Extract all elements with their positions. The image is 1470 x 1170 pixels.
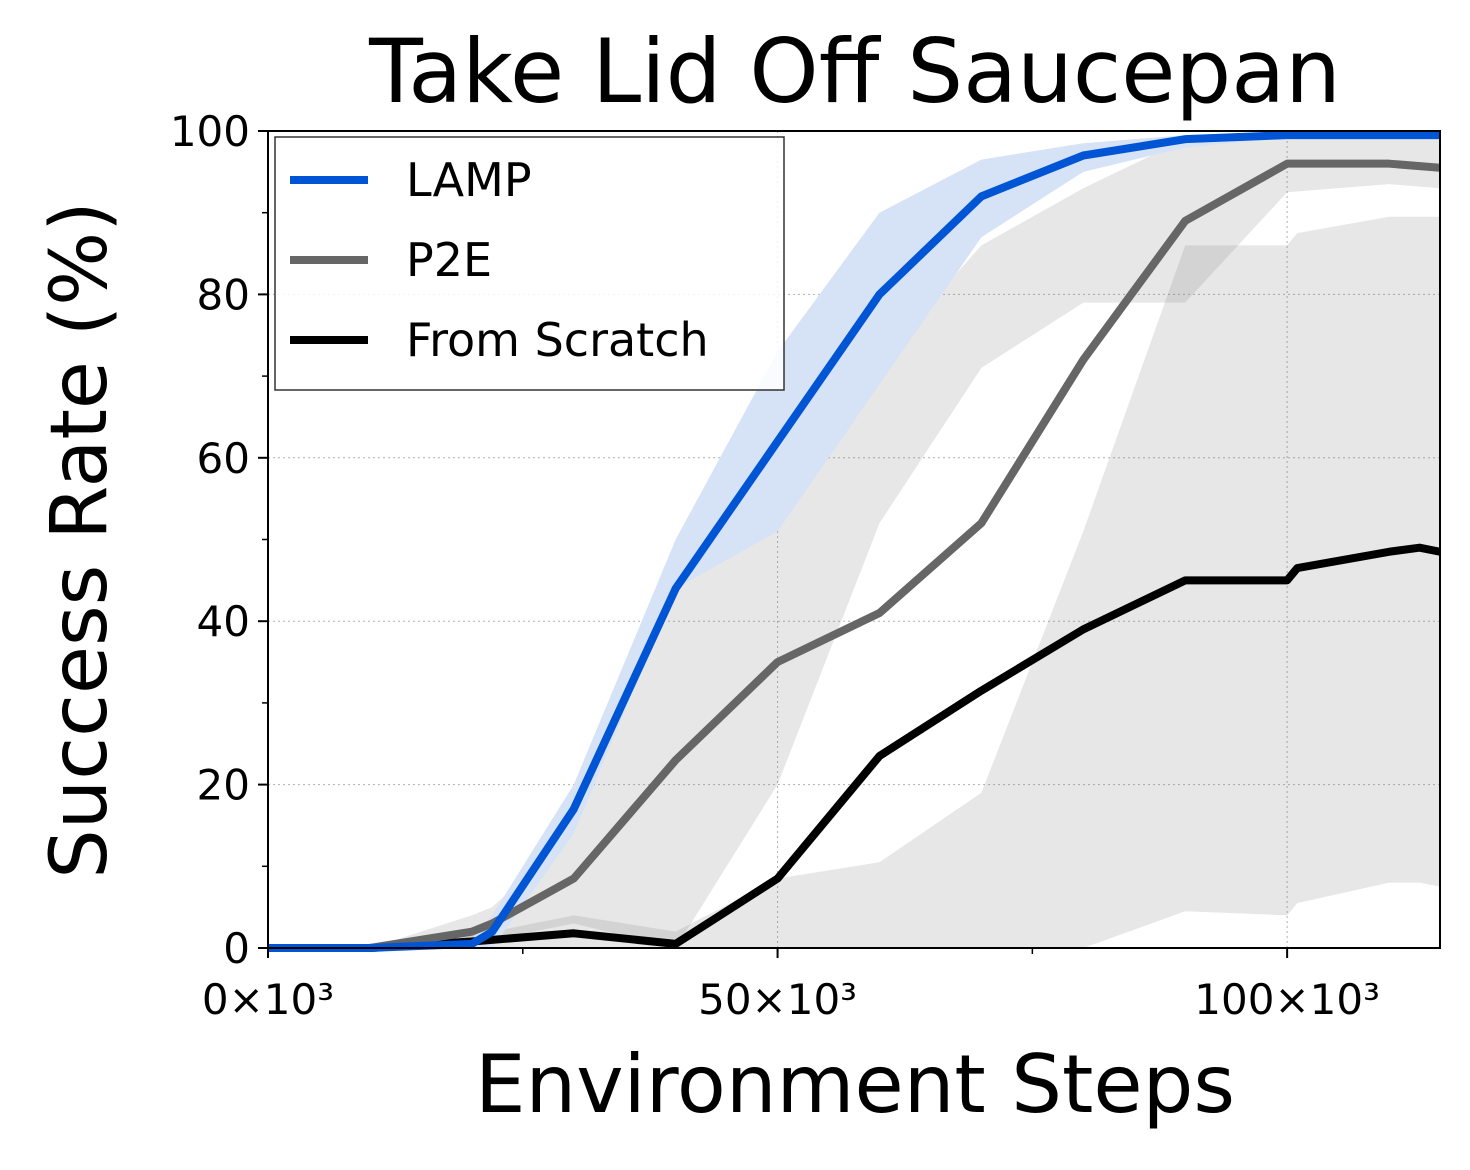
y-tick-label: 0 xyxy=(223,924,250,973)
legend: LAMP P2E From Scratch xyxy=(274,136,785,391)
series-lines xyxy=(268,131,1441,952)
series-line-from-scratch xyxy=(268,543,1441,952)
series-line-lamp xyxy=(268,131,1440,952)
band-from-scratch xyxy=(268,216,1440,948)
y-axis-label: Success Rate (%) xyxy=(35,201,125,878)
legend-label: P2E xyxy=(406,233,492,287)
legend-label: LAMP xyxy=(406,153,532,207)
axis-ticks: 0 20 40 60 80 100 0×10³ 50×10³ 100×10³ xyxy=(170,107,1380,1024)
y-tick-label: 80 xyxy=(197,270,250,319)
x-axis-label: Environment Steps xyxy=(475,1038,1235,1131)
band-p2e xyxy=(268,135,1440,948)
x-tick-label: 100×10³ xyxy=(1194,975,1380,1024)
y-tick-label: 100 xyxy=(170,107,250,156)
confidence-bands xyxy=(268,132,1440,948)
series-line-p2e xyxy=(268,159,1441,952)
x-tick-label: 50×10³ xyxy=(698,975,857,1024)
legend-label: From Scratch xyxy=(406,313,709,367)
y-tick-label: 60 xyxy=(197,434,250,483)
y-tick-label: 40 xyxy=(197,597,250,646)
chart-title: Take Lid Off Saucepan xyxy=(368,20,1341,123)
band-lamp xyxy=(268,132,1440,948)
x-tick-label: 0×10³ xyxy=(202,975,334,1024)
y-tick-label: 20 xyxy=(197,761,250,810)
